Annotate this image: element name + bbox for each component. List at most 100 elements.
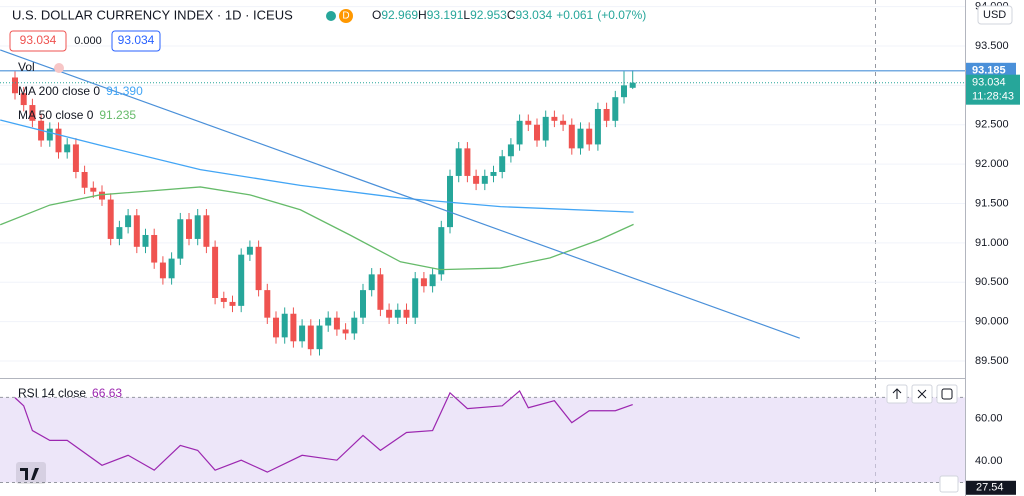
legend-entry: MA 200 close 0 91.390 (18, 84, 143, 98)
logo (20, 468, 39, 480)
y-tick-label: 92.000 (975, 158, 1009, 170)
candle-body (412, 278, 419, 318)
candle-body (281, 313, 288, 338)
candle-body (177, 219, 184, 259)
candle-body (255, 246, 262, 291)
moving-average (0, 186, 634, 271)
candle-body (403, 309, 410, 318)
rsi-line (14, 389, 633, 473)
logo-bg (16, 462, 46, 484)
ohlc-value: 92.969 (381, 8, 418, 22)
ohlc: O92.969H93.191L92.953C93.034 +0.061 (+0.07… (372, 8, 646, 22)
candle-body (612, 97, 619, 121)
currency-select[interactable] (977, 5, 1013, 25)
last-price-label: 93.034 (972, 77, 1006, 89)
candle-body (629, 82, 636, 88)
ohlc-prefix: C (507, 8, 516, 22)
legend-entry: MA 50 close 0 91.235 (18, 108, 136, 122)
candle-body (560, 120, 567, 125)
candle-body (594, 108, 601, 145)
candle-body (420, 278, 427, 287)
legend-name: MA 200 close 0 (18, 84, 100, 98)
candle-body (316, 325, 323, 350)
candle-body (507, 144, 514, 157)
ohlc-prefix: H (418, 8, 427, 22)
candle-body (238, 254, 245, 306)
candle-body (490, 171, 497, 176)
candle-body (568, 124, 575, 149)
candle-body (481, 175, 488, 184)
y-tick-label: 40.00 (975, 455, 1003, 467)
status-dot (326, 11, 336, 21)
candle-body (386, 309, 393, 318)
candle-body (90, 187, 97, 192)
y-tick-label: 90.000 (975, 316, 1009, 328)
candle-body (360, 290, 366, 318)
sell-price: 93.034 (20, 33, 57, 47)
candle-body (464, 148, 471, 176)
close-icon (917, 389, 927, 399)
candle-body (29, 105, 36, 121)
candle-body (125, 215, 132, 228)
candle-body (621, 85, 627, 98)
legend-entry: RSI 14 close 66.63 (18, 386, 122, 400)
legend-value: 91.390 (106, 84, 143, 98)
candle-body (264, 290, 271, 318)
candle-body (577, 128, 584, 149)
badge (339, 9, 353, 23)
candle-body (20, 93, 27, 106)
candle-body (81, 171, 88, 188)
ohlc-prefix: O (372, 8, 381, 22)
candle-body (116, 227, 123, 239)
spread: 0.000 (74, 35, 102, 47)
maximize-button[interactable] (936, 384, 958, 404)
maximize-icon (941, 388, 953, 400)
trendline (0, 49, 800, 339)
up-icon (892, 388, 902, 399)
symbol-title: U.S. DOLLAR CURRENCY INDEX · 1D · ICEUS (12, 7, 293, 22)
vol-legend: Vol (18, 60, 35, 74)
axis-marker-bg (966, 480, 1016, 495)
y-tick-label: 92.500 (975, 119, 1009, 131)
candle-body (46, 128, 53, 141)
candle-body (473, 175, 480, 184)
candle-body (12, 77, 18, 94)
candle-body (455, 148, 462, 176)
candle-body (394, 309, 401, 318)
ohlc-value: 93.191 (427, 8, 464, 22)
candle-body (186, 219, 192, 239)
settings-button[interactable] (939, 475, 959, 493)
candle-body (246, 246, 253, 255)
candle-body (325, 317, 332, 326)
candle-body (307, 325, 314, 350)
candle-body (159, 262, 166, 279)
candle-body (203, 215, 210, 247)
candle-body (194, 215, 201, 239)
candle-body (603, 108, 610, 121)
candle-body (351, 317, 358, 334)
candle-body (429, 274, 436, 287)
badge-text: D (342, 11, 349, 22)
legend-value: 66.63 (92, 386, 122, 400)
candle-body (55, 128, 62, 153)
candle-body (99, 191, 105, 200)
moving-average (0, 119, 634, 213)
candle-body (151, 234, 158, 263)
candle-body (299, 325, 306, 342)
candle-body (551, 116, 558, 121)
y-tick-label: 60.00 (975, 413, 1003, 425)
legend-name: MA 50 close 0 (18, 108, 94, 122)
buy-price: 93.034 (118, 33, 155, 47)
sell-button[interactable] (9, 30, 67, 52)
y-tick-label: 91.000 (975, 237, 1009, 249)
ohlc-prefix: L (463, 8, 470, 22)
candle-body (342, 329, 349, 334)
vol-icon (54, 63, 64, 73)
buy-button[interactable] (111, 30, 161, 52)
y-tick-label: 89.500 (975, 355, 1009, 367)
candle-body (107, 199, 114, 239)
y-tick-label: 90.500 (975, 276, 1009, 288)
legend-name: RSI 14 close (18, 386, 86, 400)
last-price-bg (966, 74, 1020, 105)
